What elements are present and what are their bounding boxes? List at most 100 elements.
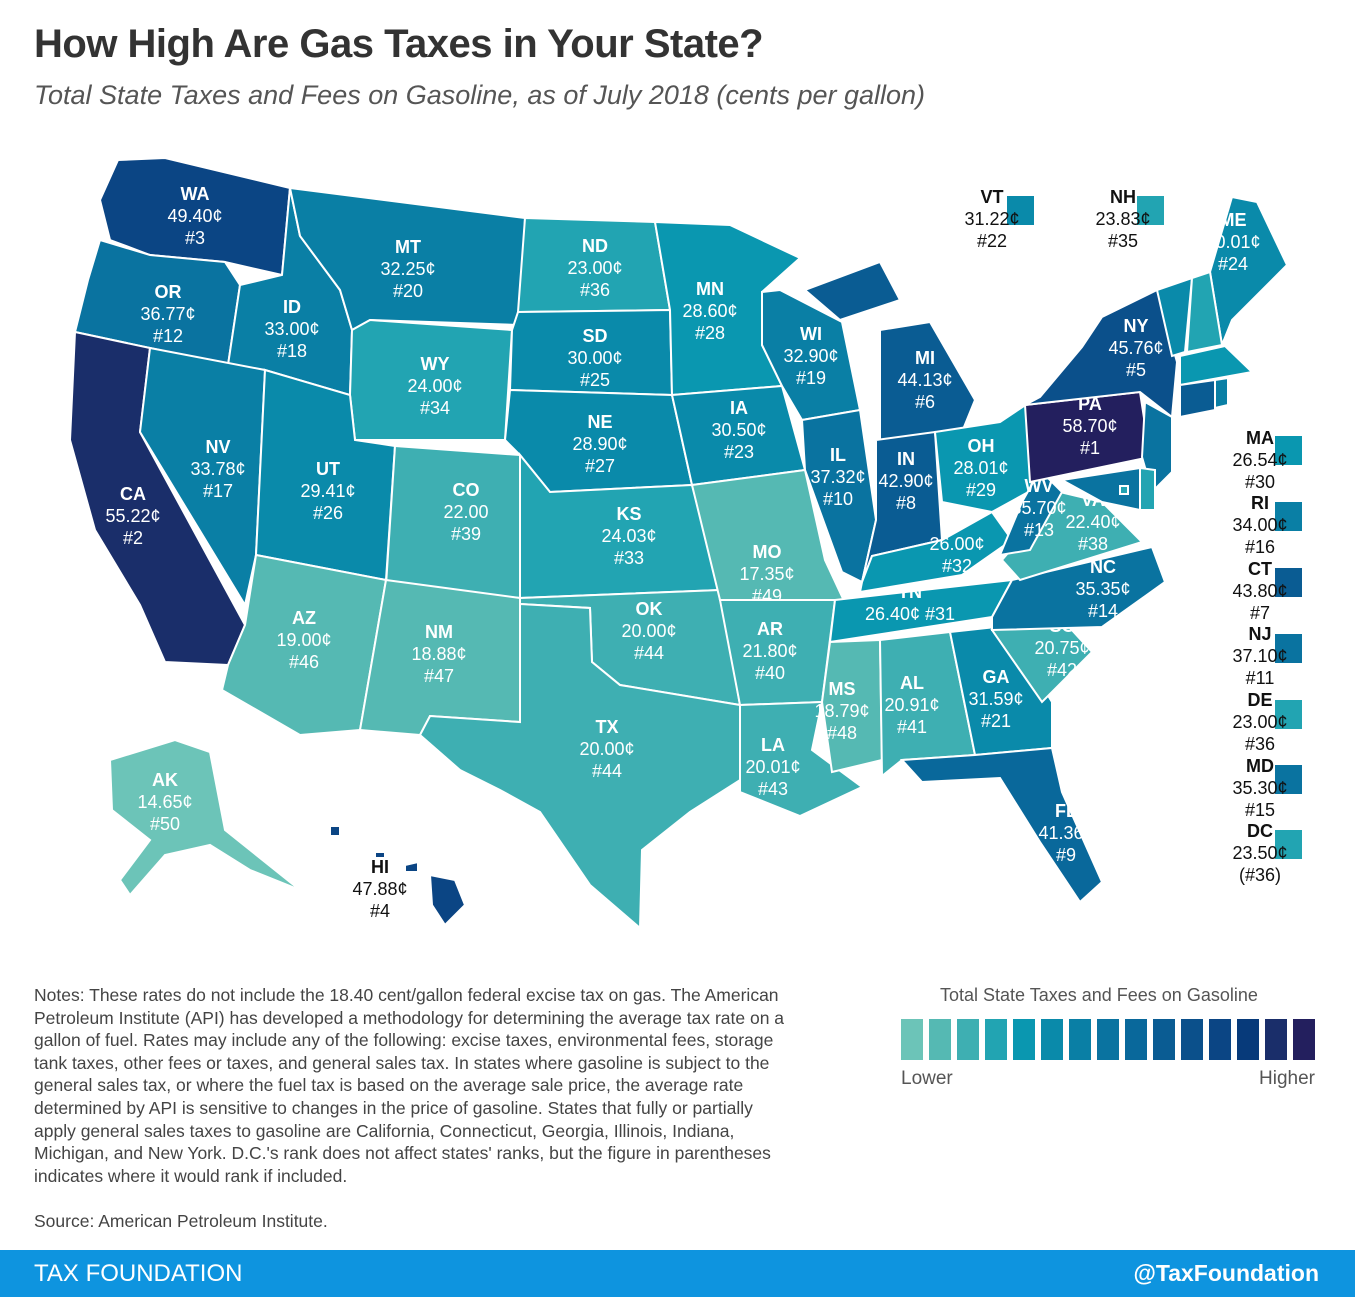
state-abbr: FL bbox=[1055, 801, 1077, 821]
state-rank: #9 bbox=[1056, 845, 1076, 865]
state-rank: #12 bbox=[153, 326, 183, 346]
state-abbr: UT bbox=[316, 459, 340, 479]
state-label: CT 43.80¢ #7 bbox=[1232, 559, 1287, 623]
state-shape bbox=[899, 746, 1104, 904]
legend-swatch bbox=[1181, 1019, 1203, 1060]
legend-low-label: Lower bbox=[901, 1068, 953, 1089]
state-nm: NM 18.88¢ #47 bbox=[358, 578, 521, 737]
legend-swatch bbox=[1013, 1019, 1035, 1060]
state-abbr: MA bbox=[1246, 428, 1274, 448]
legend-swatch bbox=[1265, 1019, 1287, 1060]
state-abbr: NM bbox=[425, 622, 453, 642]
state-rank: #50 bbox=[150, 814, 180, 834]
state-swatch bbox=[1007, 196, 1034, 225]
state-amount: 45.76¢ bbox=[1108, 338, 1163, 358]
footer-handle: @TaxFoundation bbox=[1133, 1260, 1319, 1286]
state-amount: 23.00¢ bbox=[1232, 712, 1287, 732]
state-dc: DC 23.50¢ (#36) bbox=[1119, 485, 1302, 885]
state-amount: 44.13¢ bbox=[897, 370, 952, 390]
state-rank: #47 bbox=[424, 666, 454, 686]
state-rank: #14 bbox=[1088, 601, 1118, 621]
state-label: MI 44.13¢ #6 bbox=[897, 348, 952, 412]
state-amount: 23.00¢ bbox=[567, 258, 622, 278]
state-rank: #4 bbox=[370, 901, 390, 921]
state-label: DC 23.50¢ (#36) bbox=[1232, 821, 1287, 885]
state-abbr: NJ bbox=[1248, 624, 1271, 644]
state-amount: 33.78¢ bbox=[190, 459, 245, 479]
state-label: MT 32.25¢ #20 bbox=[380, 237, 435, 301]
state-shape bbox=[138, 346, 267, 608]
state-rank: #31 bbox=[925, 604, 955, 624]
state-nd: ND 23.00¢ #36 bbox=[516, 216, 672, 314]
state-shape bbox=[404, 860, 419, 873]
state-amount: 23.83¢ bbox=[1095, 209, 1150, 229]
state-label: IN 42.90¢ #8 bbox=[878, 449, 933, 513]
state-shape bbox=[329, 825, 341, 837]
page-title: How High Are Gas Taxes in Your State? bbox=[34, 22, 764, 66]
state-rank: #24 bbox=[1218, 254, 1248, 274]
state-amount: 20.00¢ bbox=[579, 739, 634, 759]
state-amount: 28.60¢ bbox=[682, 301, 737, 321]
state-swatch bbox=[1275, 634, 1302, 663]
state-shape bbox=[690, 468, 847, 605]
state-de: DE 23.00¢ #36 bbox=[1139, 466, 1302, 754]
state-ny: NY 45.76¢ #5 bbox=[1024, 288, 1179, 419]
state-sd: SD 30.00¢ #25 bbox=[508, 308, 674, 397]
state-shape bbox=[418, 602, 750, 931]
state-label: TX 20.00¢ #44 bbox=[579, 717, 634, 781]
state-rank: #23 bbox=[724, 442, 754, 462]
state-rank: #36 bbox=[580, 280, 610, 300]
state-abbr: DE bbox=[1247, 690, 1272, 710]
state-rank: #28 bbox=[695, 323, 725, 343]
state-abbr: KS bbox=[616, 504, 641, 524]
state-label: LA 20.01¢ #43 bbox=[745, 735, 800, 799]
state-nj: NJ 37.10¢ #11 bbox=[1140, 400, 1302, 688]
state-label: GA 31.59¢ #21 bbox=[968, 667, 1023, 731]
state-label: KY 26.00¢ #32 bbox=[929, 512, 984, 576]
legend-swatch bbox=[1097, 1019, 1119, 1060]
state-rank: #46 bbox=[289, 652, 319, 672]
state-nv: NV 33.78¢ #17 bbox=[138, 346, 267, 608]
state-shape bbox=[1179, 378, 1216, 419]
state-rank: #42 bbox=[1047, 660, 1077, 680]
state-pa: PA 58.70¢ #1 bbox=[1023, 390, 1152, 484]
state-abbr: MN bbox=[696, 279, 724, 299]
state-amount: 26.00¢ bbox=[929, 534, 984, 554]
state-abbr: LA bbox=[761, 735, 785, 755]
state-abbr: MS bbox=[829, 679, 856, 699]
state-amount: 14.65¢ bbox=[137, 792, 192, 812]
state-amount: 49.40¢ bbox=[167, 206, 222, 226]
state-label: ME 30.01¢ #24 bbox=[1205, 210, 1260, 274]
state-rank: #16 bbox=[1245, 537, 1275, 557]
state-shape bbox=[1179, 344, 1255, 387]
state-swatch bbox=[1275, 830, 1302, 859]
legend-swatch bbox=[1237, 1019, 1259, 1060]
state-abbr: TN bbox=[898, 582, 922, 602]
legend-swatch bbox=[1041, 1019, 1063, 1060]
state-abbr: NY bbox=[1123, 316, 1148, 336]
state-abbr: AZ bbox=[292, 608, 316, 628]
state-la: LA 20.01¢ #43 bbox=[739, 700, 864, 818]
state-amount: 41.36¢ bbox=[1038, 823, 1093, 843]
state-swatch bbox=[1275, 765, 1302, 794]
state-rank: #44 bbox=[634, 643, 664, 663]
state-abbr: OH bbox=[968, 436, 995, 456]
state-abbr: CT bbox=[1248, 559, 1272, 579]
state-label: CO 22.00 #39 bbox=[443, 480, 488, 544]
state-abbr: HI bbox=[371, 857, 389, 877]
state-amount: 47.88¢ bbox=[352, 879, 407, 899]
state-shape bbox=[428, 873, 467, 927]
state-label: WY 24.00¢ #34 bbox=[407, 354, 462, 418]
state-rank: #33 bbox=[614, 548, 644, 568]
state-swatch bbox=[1275, 436, 1302, 465]
state-amount: 30.50¢ bbox=[711, 420, 766, 440]
state-label: OK 20.00¢ #44 bbox=[621, 599, 676, 663]
state-tx: TX 20.00¢ #44 bbox=[418, 602, 750, 931]
state-label: MA 26.54¢ #30 bbox=[1232, 428, 1287, 492]
page-subtitle: Total State Taxes and Fees on Gasoline, … bbox=[34, 80, 926, 110]
state-shape bbox=[761, 288, 862, 422]
state-label: MS 18.79¢ #48 bbox=[814, 679, 869, 743]
state-amount: 31.22¢ bbox=[964, 209, 1019, 229]
state-rank: #17 bbox=[203, 481, 233, 501]
